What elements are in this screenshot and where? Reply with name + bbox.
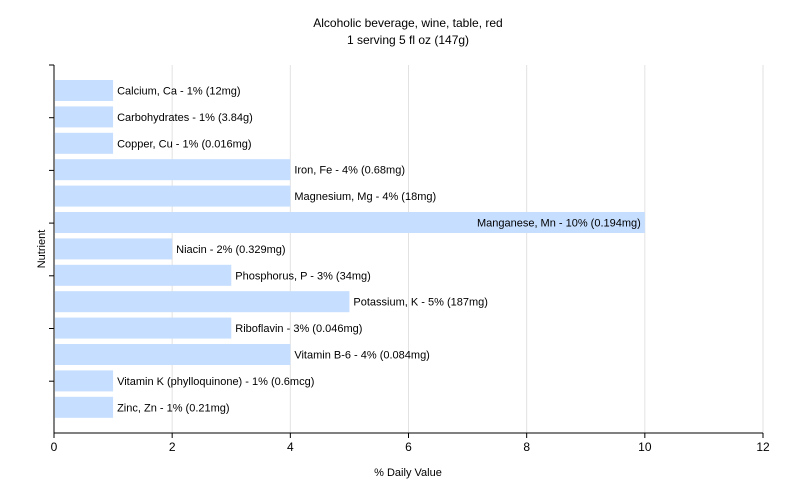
x-tick-label: 12	[756, 440, 770, 454]
y-axis-title: Nutrient	[36, 230, 48, 269]
x-tick-label: 8	[523, 440, 530, 454]
bar-label: Niacin - 2% (0.329mg)	[176, 244, 285, 256]
x-tick-label: 6	[405, 440, 412, 454]
bars: Calcium, Ca - 1% (12mg) Carbohydrates - 1…	[55, 80, 645, 418]
bar	[55, 238, 173, 260]
chart-title: Alcoholic beverage, wine, table, red	[313, 16, 502, 30]
bar-label: Phosphorus, P - 3% (34mg)	[235, 270, 371, 282]
x-tick-label: 4	[287, 440, 294, 454]
bar-label: Calcium, Ca - 1% (12mg)	[117, 86, 240, 98]
bar	[55, 212, 645, 233]
bar-label: Vitamin K (phylloquinone) - 1% (0.6mcg)	[117, 376, 314, 388]
bar	[55, 80, 114, 101]
bar	[55, 106, 114, 128]
axes: 0 2 4 6 8 10 12	[49, 64, 770, 454]
bar-label: Magnesium, Mg - 4% (18mg)	[294, 191, 436, 203]
x-tick-label: 0	[51, 440, 58, 454]
x-tick-label: 2	[169, 440, 176, 454]
bar-label: Copper, Cu - 1% (0.016mg)	[117, 138, 252, 150]
bar	[55, 291, 350, 313]
bar-label: Zinc, Zn - 1% (0.21mg)	[117, 402, 229, 414]
bar	[55, 370, 114, 392]
bar-label: Riboflavin - 3% (0.046mg)	[235, 323, 362, 335]
bar-label: Manganese, Mn - 10% (0.194mg)	[477, 218, 641, 230]
bar	[55, 317, 232, 339]
bar-label: Carbohydrates - 1% (3.84g)	[117, 112, 253, 124]
bar	[55, 185, 291, 207]
bar	[55, 132, 114, 154]
bar	[55, 159, 291, 181]
bar	[55, 264, 232, 286]
bar-label: Potassium, K - 5% (187mg)	[353, 297, 488, 309]
x-tick-label: 10	[638, 440, 652, 454]
chart-subtitle: 1 serving 5 fl oz (147g)	[347, 33, 469, 47]
bar	[55, 344, 291, 365]
gridlines	[171, 65, 764, 433]
bar-label: Vitamin B-6 - 4% (0.084mg)	[294, 350, 430, 362]
bar-label: Iron, Fe - 4% (0.68mg)	[294, 165, 405, 177]
bar	[55, 396, 114, 418]
x-axis-title: % Daily Value	[374, 467, 442, 479]
